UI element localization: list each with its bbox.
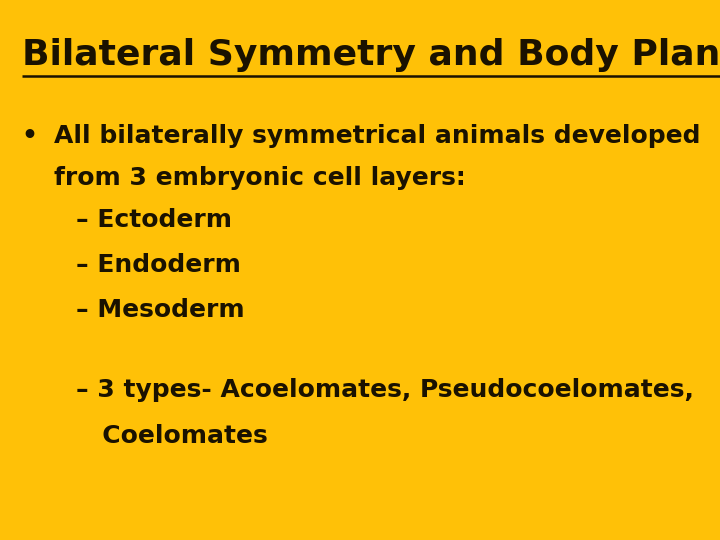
Text: – Ectoderm: – Ectoderm (76, 208, 232, 232)
Text: from 3 embryonic cell layers:: from 3 embryonic cell layers: (54, 166, 466, 190)
Text: – 3 types- Acoelomates, Pseudocoelomates,: – 3 types- Acoelomates, Pseudocoelomates… (76, 378, 693, 402)
Text: Coelomates: Coelomates (76, 424, 267, 448)
Text: All bilaterally symmetrical animals developed: All bilaterally symmetrical animals deve… (54, 124, 701, 148)
Text: •: • (22, 124, 37, 148)
Text: – Mesoderm: – Mesoderm (76, 298, 244, 321)
Text: Bilateral Symmetry and Body Plans: Bilateral Symmetry and Body Plans (22, 38, 720, 72)
Text: – Endoderm: – Endoderm (76, 253, 240, 276)
